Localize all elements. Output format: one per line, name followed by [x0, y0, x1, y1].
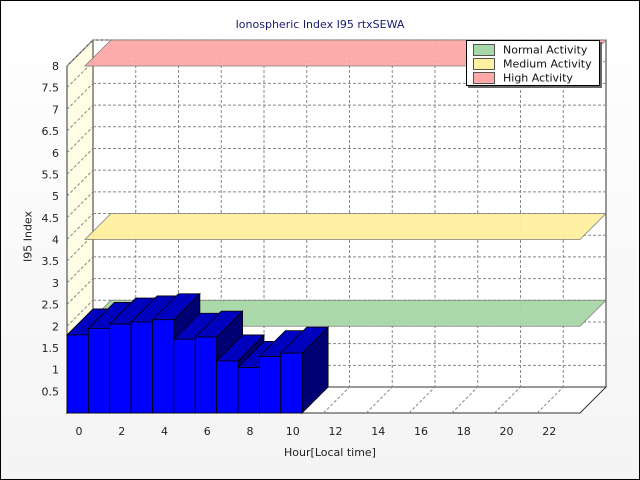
- bar: [87, 328, 111, 414]
- bar: [130, 321, 153, 414]
- gridline-h-side: [66, 83, 94, 110]
- x-tick-label: 0: [76, 425, 83, 438]
- y-tick-label: 8: [52, 60, 59, 73]
- legend-item-normal: Normal Activity: [473, 43, 587, 57]
- gridline-h-side: [66, 256, 94, 284]
- legend-swatch-normal: [473, 44, 495, 56]
- gridline-h-side: [66, 299, 94, 327]
- bar: [109, 323, 132, 414]
- y-tick-label: 5.5: [42, 168, 60, 181]
- bar: [258, 356, 282, 414]
- y-tick-label: 6: [52, 147, 59, 160]
- y-axis-label: I95 Index: [21, 210, 35, 263]
- gridline-h-side: [66, 39, 94, 67]
- legend-swatch-medium: [473, 58, 495, 70]
- x-tick-label: 2: [118, 425, 125, 438]
- gridline-floor: [536, 386, 564, 414]
- bar: [173, 338, 196, 414]
- x-tick-label: 12: [329, 425, 343, 438]
- bar: [152, 319, 175, 414]
- x-tick-label: 18: [457, 425, 471, 438]
- y-tick-label: 5: [52, 190, 59, 203]
- x-tick-label: 14: [371, 425, 385, 438]
- legend-item-high: High Activity: [473, 71, 573, 85]
- gridline-floor: [365, 386, 393, 414]
- x-tick-label: 6: [204, 425, 211, 438]
- gridline-h-side: [66, 169, 94, 197]
- x-tick-label: 8: [247, 425, 254, 438]
- gridline-h-side: [66, 104, 94, 132]
- legend-label-medium: Medium Activity: [503, 57, 592, 71]
- x-tick-label: 10: [286, 425, 300, 438]
- gridline-floor: [408, 386, 436, 414]
- bar: [194, 336, 218, 414]
- band-medium: [84, 213, 607, 240]
- gridline-h-side: [66, 126, 94, 154]
- legend-label-high: High Activity: [503, 71, 573, 85]
- legend-item-medium: Medium Activity: [473, 57, 592, 71]
- legend-label-normal: Normal Activity: [503, 43, 588, 57]
- y-tick-label: 3: [52, 277, 59, 290]
- gridline-h-side: [66, 278, 94, 305]
- x-tick-label: 20: [500, 425, 514, 438]
- legend: Normal Activity Medium Activity High Act…: [466, 40, 600, 86]
- gridline-floor: [494, 386, 521, 414]
- x-tick-labels: 0 2 4 6 8 10 12 14 16 18 20 22: [76, 425, 557, 438]
- y-tick-label: 2.5: [42, 299, 60, 312]
- y-tick-label: 1.5: [42, 342, 60, 355]
- y-tick-label: 7.5: [42, 82, 60, 95]
- bar: [237, 367, 260, 414]
- y-tick-label: 1: [52, 364, 59, 377]
- gridline-floor: [323, 386, 350, 414]
- bar: [66, 334, 89, 414]
- bar-series: [66, 292, 330, 414]
- x-tick-label: 4: [161, 425, 168, 438]
- bar: [216, 360, 239, 414]
- bar: [280, 352, 303, 414]
- y-tick-label: 0.5: [42, 385, 60, 398]
- x-tick-label: 22: [542, 425, 556, 438]
- chart-title: Ionospheric Index I95 rtxSEWA: [235, 18, 405, 31]
- y-tick-label: 3.5: [42, 255, 60, 268]
- gridline-floor: [451, 386, 479, 414]
- y-tick-label: 2: [52, 320, 59, 333]
- legend-swatch-high: [473, 72, 495, 84]
- y-tick-label: 4: [52, 234, 59, 247]
- gridline-h-side: [66, 191, 94, 219]
- y-tick-labels: 0.5 1 1.5 2 2.5 3 3.5 4 4.5 5 5.5 6 6.5 7 7.5 8: [42, 60, 60, 398]
- x-tick-label: 16: [414, 425, 428, 438]
- gridline-h-side: [66, 148, 94, 175]
- y-tick-label: 6.5: [42, 125, 60, 138]
- gridline-h-side: [66, 213, 94, 240]
- y-tick-label: 4.5: [42, 212, 60, 225]
- x-axis-label: Hour[Local time]: [284, 446, 376, 459]
- y-tick-label: 7: [52, 103, 59, 116]
